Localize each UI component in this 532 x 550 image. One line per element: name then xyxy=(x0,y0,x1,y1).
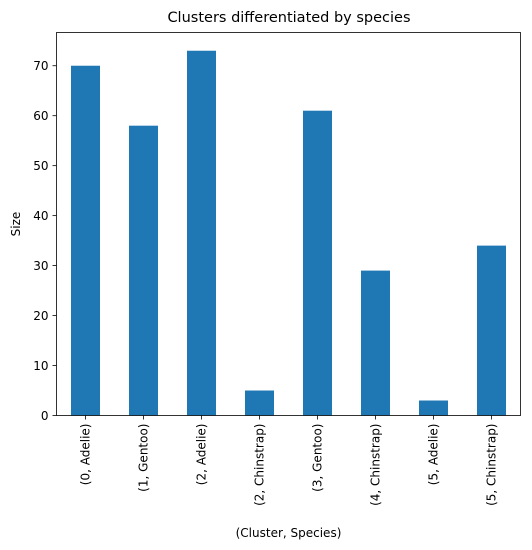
x-axis-label: (Cluster, Species) xyxy=(236,526,342,540)
bar-5 xyxy=(361,270,390,416)
x-axis: (0, Adelie) (1, Gentoo) (2, Adelie) (2, Chi… xyxy=(79,415,499,506)
y-tick-label-3: 30 xyxy=(33,259,48,273)
bar-4 xyxy=(303,110,332,416)
x-tick-label-5: (4, Chinstrap) xyxy=(369,424,383,506)
y-tick-label-5: 50 xyxy=(33,159,48,173)
bar-0 xyxy=(71,65,100,416)
bar-6 xyxy=(419,400,448,416)
chart-title: Clusters differentiated by species xyxy=(167,10,410,26)
x-tick-label-0: (0, Adelie) xyxy=(79,424,93,486)
bars-group xyxy=(71,50,506,416)
bar-1 xyxy=(129,125,158,416)
x-tick-label-4: (3, Gentoo) xyxy=(311,424,325,492)
x-tick-label-3: (2, Chinstrap) xyxy=(253,424,267,506)
x-tick-label-6: (5, Adelie) xyxy=(427,424,441,486)
plot-frame xyxy=(56,32,521,416)
bar-3 xyxy=(245,390,274,416)
y-tick-label-2: 20 xyxy=(33,309,48,323)
x-tick-label-1: (1, Gentoo) xyxy=(137,424,151,492)
x-tick-label-7: (5, Chinstrap) xyxy=(485,424,499,506)
y-axis-label: Size xyxy=(9,212,23,237)
bar-2 xyxy=(187,50,216,416)
y-axis: 0 10 20 30 40 50 60 70 xyxy=(33,59,57,423)
y-tick-label-4: 40 xyxy=(33,209,48,223)
x-tick-label-2: (2, Adelie) xyxy=(195,424,209,486)
y-tick-label-1: 10 xyxy=(33,359,48,373)
y-tick-label-0: 0 xyxy=(41,409,49,423)
bar-7 xyxy=(477,245,506,416)
y-tick-label-6: 60 xyxy=(33,109,48,123)
y-tick-label-7: 70 xyxy=(33,59,48,73)
